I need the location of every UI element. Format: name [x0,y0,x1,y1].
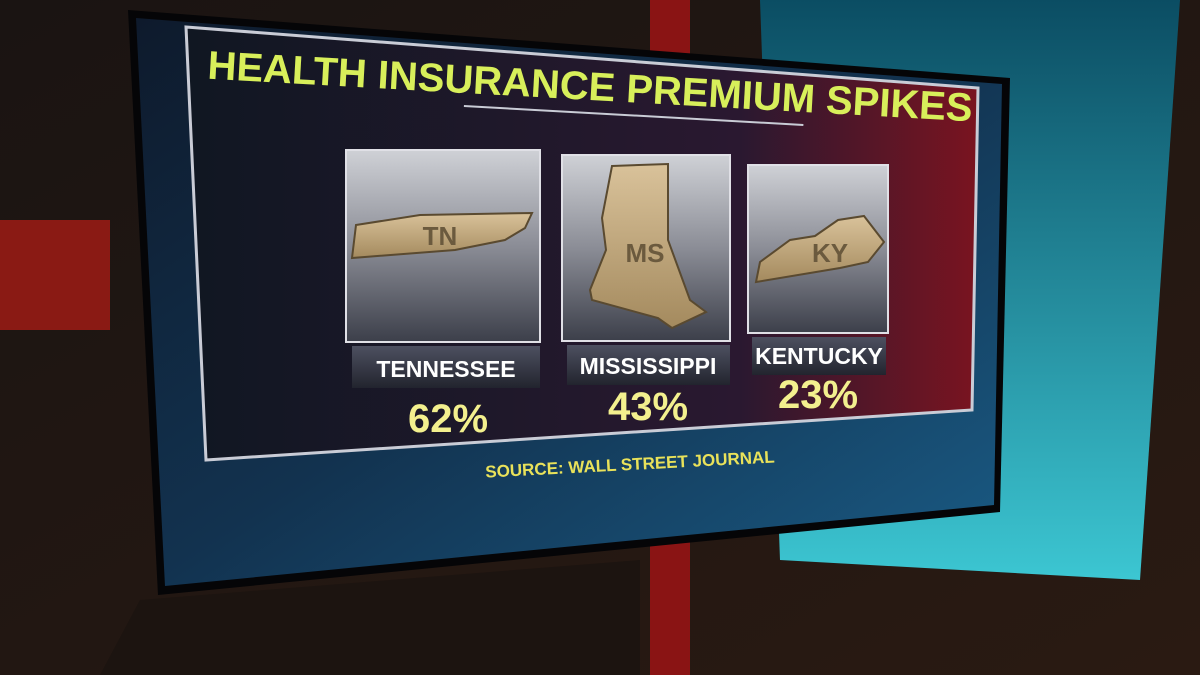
studio-floor [100,560,640,675]
state-shape [350,211,534,260]
state-abbr: KY [812,238,848,268]
name-bar [352,346,540,388]
state-shape [588,162,708,330]
state-value: 62% [408,397,488,441]
state-name: KENTUCKY [755,343,883,369]
state-abbr: TN [423,221,458,251]
name-bar [752,337,886,375]
red-light [0,220,110,330]
title-underline [463,104,804,126]
state-value: 43% [608,385,688,429]
state-value: 23% [778,373,858,417]
name-bar [567,345,730,385]
state-abbr: MS [626,238,665,268]
state-name: TENNESSEE [376,356,515,382]
state-shape [754,214,886,284]
state-name: MISSISSIPPI [580,353,717,379]
